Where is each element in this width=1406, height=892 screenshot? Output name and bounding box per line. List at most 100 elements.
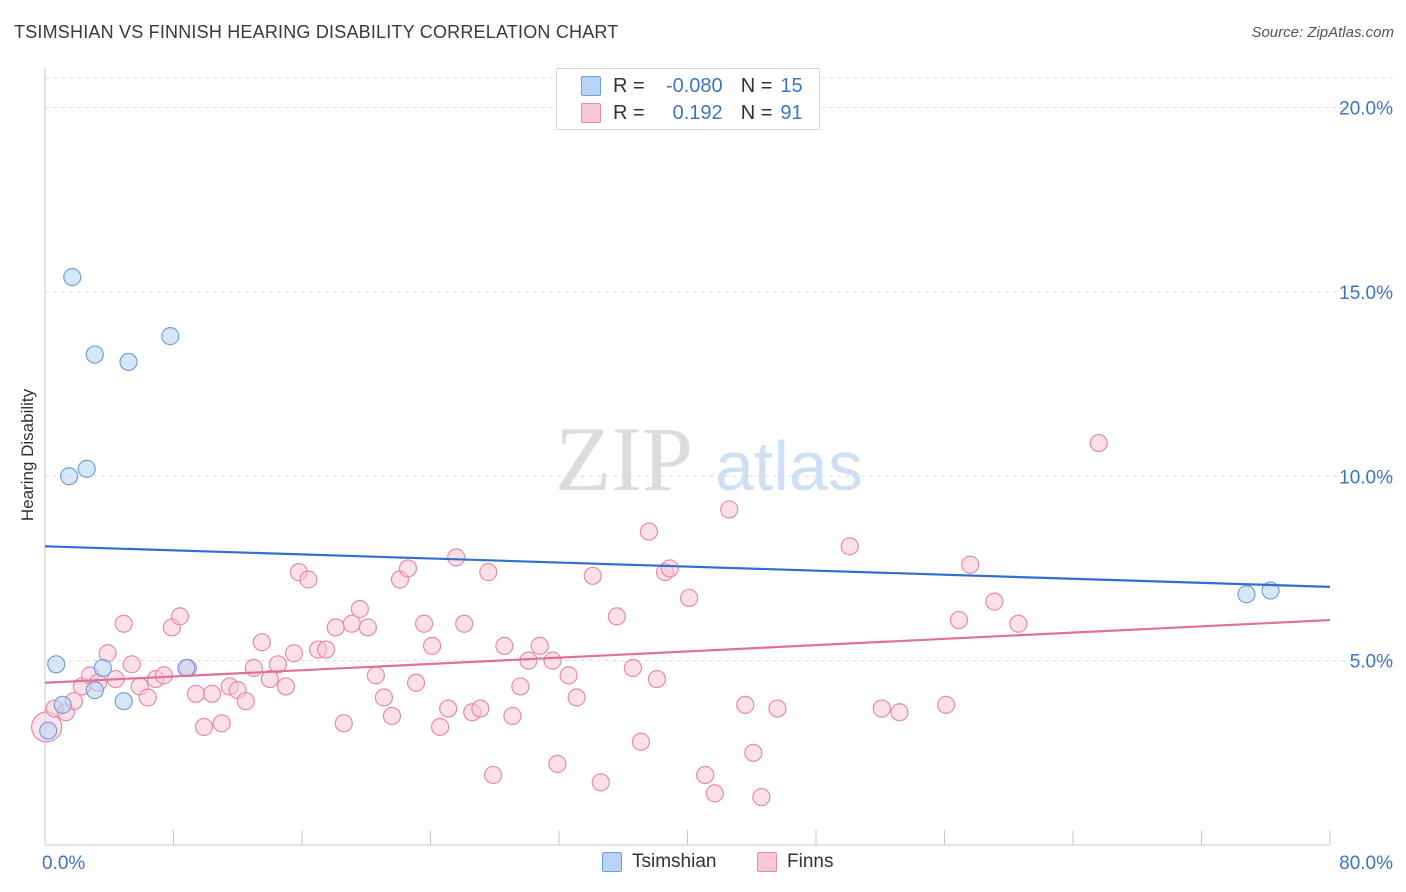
finns-point: [720, 500, 739, 519]
y-axis-label: Hearing Disability: [18, 388, 37, 521]
x-tick-labels: 0.0% 80.0%: [42, 853, 1393, 874]
legend-item-tsimshian: Tsimshian: [602, 851, 716, 873]
finns-point: [639, 522, 659, 541]
tsimshian-point: [85, 681, 104, 700]
finns-point: [631, 732, 651, 751]
finns-point: [937, 695, 956, 714]
finns-point: [406, 673, 426, 692]
r-value: 0.192: [672, 101, 723, 124]
finns-point: [519, 651, 538, 670]
finns-point: [268, 655, 288, 674]
axes: [44, 68, 1331, 846]
finns-point: [455, 614, 474, 633]
finns-point: [660, 559, 679, 578]
finns-swatch: [581, 103, 601, 123]
finns-point: [768, 699, 787, 718]
finns-point: [696, 765, 715, 785]
r-label: R =: [613, 74, 645, 97]
finns-point: [374, 688, 394, 707]
finns-point: [503, 706, 522, 726]
finns-point: [1089, 433, 1108, 453]
finns-point: [252, 633, 271, 652]
finns-point: [260, 669, 279, 689]
y-tick-labels: 5.0% 10.0% 15.0% 20.0%: [1339, 99, 1393, 673]
tsimshian-point: [114, 692, 133, 711]
finns-point: [138, 688, 157, 707]
finns-point: [212, 714, 231, 733]
finns-trend-line: [44, 618, 1331, 684]
tsimshian-point: [47, 655, 66, 674]
finns-point: [623, 658, 642, 678]
x-tick-label-max: 80.0%: [1339, 853, 1393, 874]
chart-title: TSIMSHIAN VS FINNISH HEARING DISABILITY …: [14, 22, 619, 42]
n-value: 91: [780, 101, 803, 124]
finns-point: [186, 684, 206, 703]
legend-item-finns: Finns: [757, 851, 833, 873]
finns-point: [479, 563, 498, 582]
legend-label-finns: Finns: [787, 851, 834, 872]
tsimshian-points: [39, 268, 1280, 740]
y-tick-label: 10.0%: [1339, 467, 1393, 488]
tsimshian-point: [177, 658, 196, 678]
finns-point: [299, 570, 318, 589]
tsimshian-point: [85, 345, 104, 364]
finns-point: [647, 669, 667, 689]
finns-point: [705, 784, 724, 803]
finns-points: [31, 433, 1108, 807]
finns-point: [890, 703, 909, 722]
tsimshian-point: [1237, 585, 1256, 604]
finns-point: [744, 743, 763, 762]
finns-point: [236, 692, 255, 711]
finns-point: [194, 717, 214, 737]
finns-point: [607, 607, 626, 626]
finns-point: [680, 588, 699, 608]
finns-point: [398, 559, 418, 578]
tsimshian-point: [59, 467, 79, 486]
trend-lines: [44, 545, 1331, 684]
legend-row-finns: R = 0.192 N = 91: [581, 101, 803, 125]
n-value: 15: [780, 74, 803, 97]
r-value: -0.080: [665, 74, 723, 97]
finns-point: [484, 765, 503, 785]
tsimshian-trend-line: [44, 545, 1331, 588]
finns-point: [326, 618, 345, 637]
finns-point: [495, 636, 514, 655]
finns-point: [202, 684, 222, 703]
finns-point: [366, 666, 385, 685]
finns-point: [284, 644, 304, 663]
series-legend: Tsimshian Finns: [0, 851, 1406, 877]
y-tick-label: 5.0%: [1350, 652, 1393, 673]
finns-point: [447, 548, 466, 567]
finns-point: [316, 640, 336, 659]
tsimshian-point: [77, 459, 96, 478]
finns-point: [511, 677, 530, 696]
finns-point: [583, 566, 602, 585]
n-label: N =: [740, 101, 773, 124]
y-tick-label: 20.0%: [1339, 99, 1393, 120]
finns-point: [170, 607, 190, 626]
tsimshian-point: [93, 658, 112, 678]
finns-point: [591, 773, 610, 792]
finns-point: [985, 592, 1004, 611]
finns-point: [414, 614, 434, 633]
finns-point: [382, 706, 402, 726]
n-label: N =: [740, 74, 773, 97]
finns-point: [567, 688, 586, 707]
tsimshian-point: [119, 352, 138, 372]
finns-point: [423, 636, 442, 655]
correlation-legend: R = -0.080 N = 15 R = 0.192 N = 91: [556, 68, 820, 130]
finns-point: [154, 666, 173, 685]
tsimshian-swatch: [602, 852, 622, 872]
finns-point: [334, 714, 353, 733]
finns-point: [114, 614, 133, 633]
finns-point: [752, 787, 771, 807]
finns-point: [439, 699, 458, 718]
finns-point: [358, 618, 377, 637]
finns-point: [530, 636, 549, 655]
tsimshian-point: [1261, 581, 1280, 600]
finns-point: [276, 677, 296, 696]
source-label: Source: ZipAtlas.com: [1251, 24, 1394, 41]
finns-point: [471, 699, 490, 718]
tsimshian-point: [63, 268, 82, 287]
